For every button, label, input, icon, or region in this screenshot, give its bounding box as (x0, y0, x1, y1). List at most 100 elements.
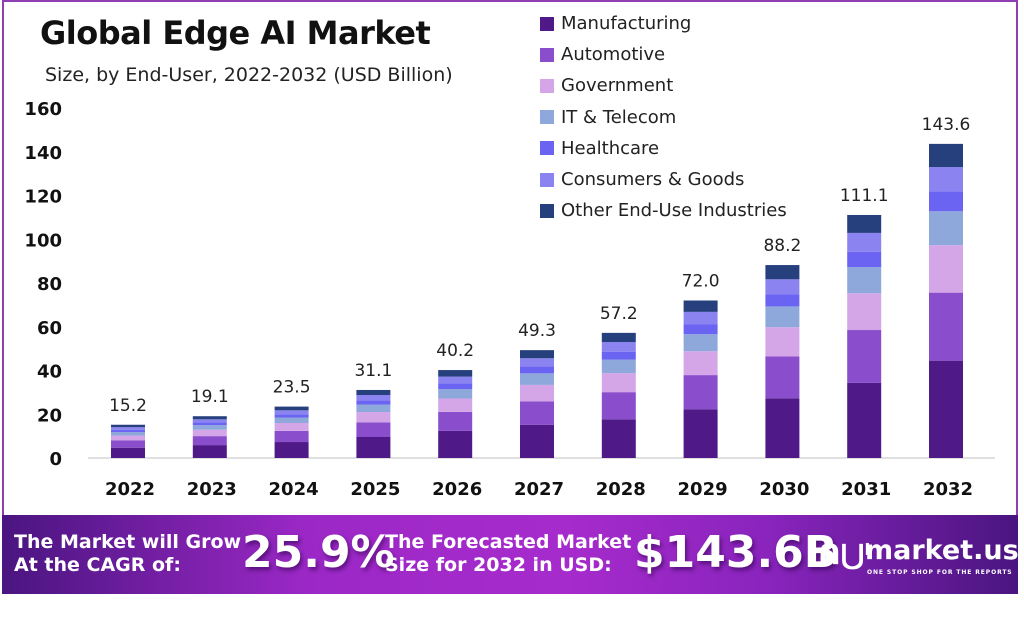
chart-title: Global Edge AI Market (40, 14, 431, 52)
bar-total-label: 40.2 (436, 341, 474, 361)
bar-total-label: 23.5 (273, 378, 311, 398)
legend-swatch (540, 141, 554, 156)
bar-segment-other-end-use-industries (929, 143, 963, 168)
y-tick-label: 60 (37, 318, 62, 339)
y-tick-label: 100 (24, 230, 62, 251)
forecast-label-line2: Size for 2032 in USD: (385, 554, 612, 576)
bar-segment-other-end-use-industries (520, 350, 554, 359)
x-tick-label: 2023 (187, 479, 237, 500)
cagr-value: 25.9% (242, 527, 395, 578)
bar-total-label: 31.1 (354, 361, 392, 381)
bar-segment-it-telecom (601, 359, 636, 374)
bar-segment-manufacturing (192, 445, 227, 458)
stacked-bar-chart: 0 20 40 60 80 100 120 140 160 15.2 2022 19.1 2023 23.… (24, 99, 995, 500)
legend-label: Government (561, 75, 674, 97)
legend-swatch (540, 16, 554, 31)
bar-segment-healthcare (683, 324, 718, 335)
legend-item: Automotive (540, 39, 787, 70)
chart-legend: Manufacturing Automotive Government IT & Te… (540, 8, 787, 226)
y-tick-label: 80 (37, 274, 62, 295)
legend-item: IT & Telecom (540, 102, 787, 133)
bar-total-label: 15.2 (109, 396, 147, 416)
bar-segment-consumers-goods (765, 279, 800, 295)
bar-segment-it-telecom (438, 389, 473, 399)
bar-segment-other-end-use-industries (438, 370, 473, 377)
bar-segment-manufacturing (520, 424, 554, 458)
y-tick-label: 120 (24, 187, 62, 208)
bar-segment-automotive (192, 436, 227, 446)
chart-subtitle: Size, by End-User, 2022-2032 (USD Billio… (45, 64, 453, 86)
bar-segment-government (601, 373, 636, 393)
bar-segment-consumers-goods (274, 410, 309, 415)
bar-segment-manufacturing (274, 442, 309, 458)
bar-segment-consumers-goods (683, 311, 718, 325)
bar-total-label: 143.6 (922, 115, 971, 135)
bar-total-label: 111.1 (840, 186, 889, 206)
bar-segment-manufacturing (601, 419, 636, 458)
bar-segment-healthcare (520, 366, 554, 374)
bar-segment-other-end-use-industries (192, 416, 227, 420)
bar-segment-it-telecom (929, 211, 963, 246)
bar-total-label: 88.2 (763, 236, 801, 256)
bar-segment-consumers-goods (192, 419, 227, 423)
bar-segment-automotive (929, 292, 963, 361)
bar-segment-automotive (111, 440, 145, 448)
bar-segment-it-telecom (765, 306, 800, 328)
legend-label: IT & Telecom (561, 106, 677, 128)
bar-segment-it-telecom (847, 267, 882, 294)
bar-segment-government (438, 398, 473, 412)
legend-label: Healthcare (561, 137, 660, 159)
brand-tagline: ONE STOP SHOP FOR THE REPORTS (867, 569, 1013, 576)
bar-segment-automotive (601, 392, 636, 420)
bar-segment-automotive (520, 401, 554, 425)
legend-item: Other End-Use Industries (540, 195, 787, 226)
x-tick-label: 2028 (596, 479, 646, 500)
bar-total-label: 19.1 (191, 387, 229, 407)
bar-segment-other-end-use-industries (356, 389, 391, 395)
x-tick-label: 2026 (432, 479, 482, 500)
legend-label: Other End-Use Industries (561, 200, 787, 222)
bar-segment-healthcare (929, 191, 963, 212)
bar-segment-it-telecom (192, 425, 227, 430)
legend-item: Government (540, 70, 787, 101)
bar-segment-government (929, 245, 963, 293)
x-tick-label: 2032 (923, 479, 973, 500)
bar-segment-healthcare (274, 414, 309, 418)
bar-segment-government (847, 293, 882, 331)
bar-segment-other-end-use-industries (765, 265, 800, 280)
bar-segment-manufacturing (438, 430, 473, 458)
x-tick-label: 2024 (269, 479, 319, 500)
legend-swatch (540, 110, 554, 125)
bar-segment-manufacturing (765, 398, 800, 458)
bar-segment-other-end-use-industries (274, 406, 309, 411)
bar-segment-it-telecom (683, 334, 718, 352)
bar-segment-consumers-goods (438, 376, 473, 384)
legend-label: Consumers & Goods (561, 169, 745, 191)
bar-segment-consumers-goods (520, 358, 554, 367)
bar-segment-consumers-goods (111, 427, 145, 430)
bar-segment-government (765, 327, 800, 357)
bar-segment-government (683, 351, 718, 376)
x-tick-label: 2029 (678, 479, 728, 500)
bar-segment-it-telecom (274, 417, 309, 423)
legend-swatch (540, 78, 554, 93)
bar-segment-government (274, 423, 309, 431)
bar-total-label: 49.3 (518, 321, 556, 341)
bar-segment-other-end-use-industries (601, 332, 636, 343)
forecast-label-line1: The Forecasted Market (385, 531, 632, 553)
chart-frame (2, 0, 1018, 515)
x-tick-label: 2022 (105, 479, 155, 500)
cagr-label-line1: The Market will Grow (14, 531, 242, 553)
bar-segment-automotive (683, 375, 718, 410)
x-tick-label: 2025 (350, 479, 400, 500)
bar-segment-government (356, 412, 391, 423)
legend-swatch (540, 47, 554, 62)
bar-segment-automotive (438, 411, 473, 431)
bar-segment-government (111, 435, 145, 441)
bar-total-label: 72.0 (682, 272, 720, 292)
bar-segment-other-end-use-industries (111, 424, 145, 428)
bar-segment-healthcare (765, 294, 800, 307)
bar-total-label: 57.2 (600, 304, 638, 324)
x-tick-label: 2027 (514, 479, 564, 500)
legend-swatch (540, 172, 554, 187)
